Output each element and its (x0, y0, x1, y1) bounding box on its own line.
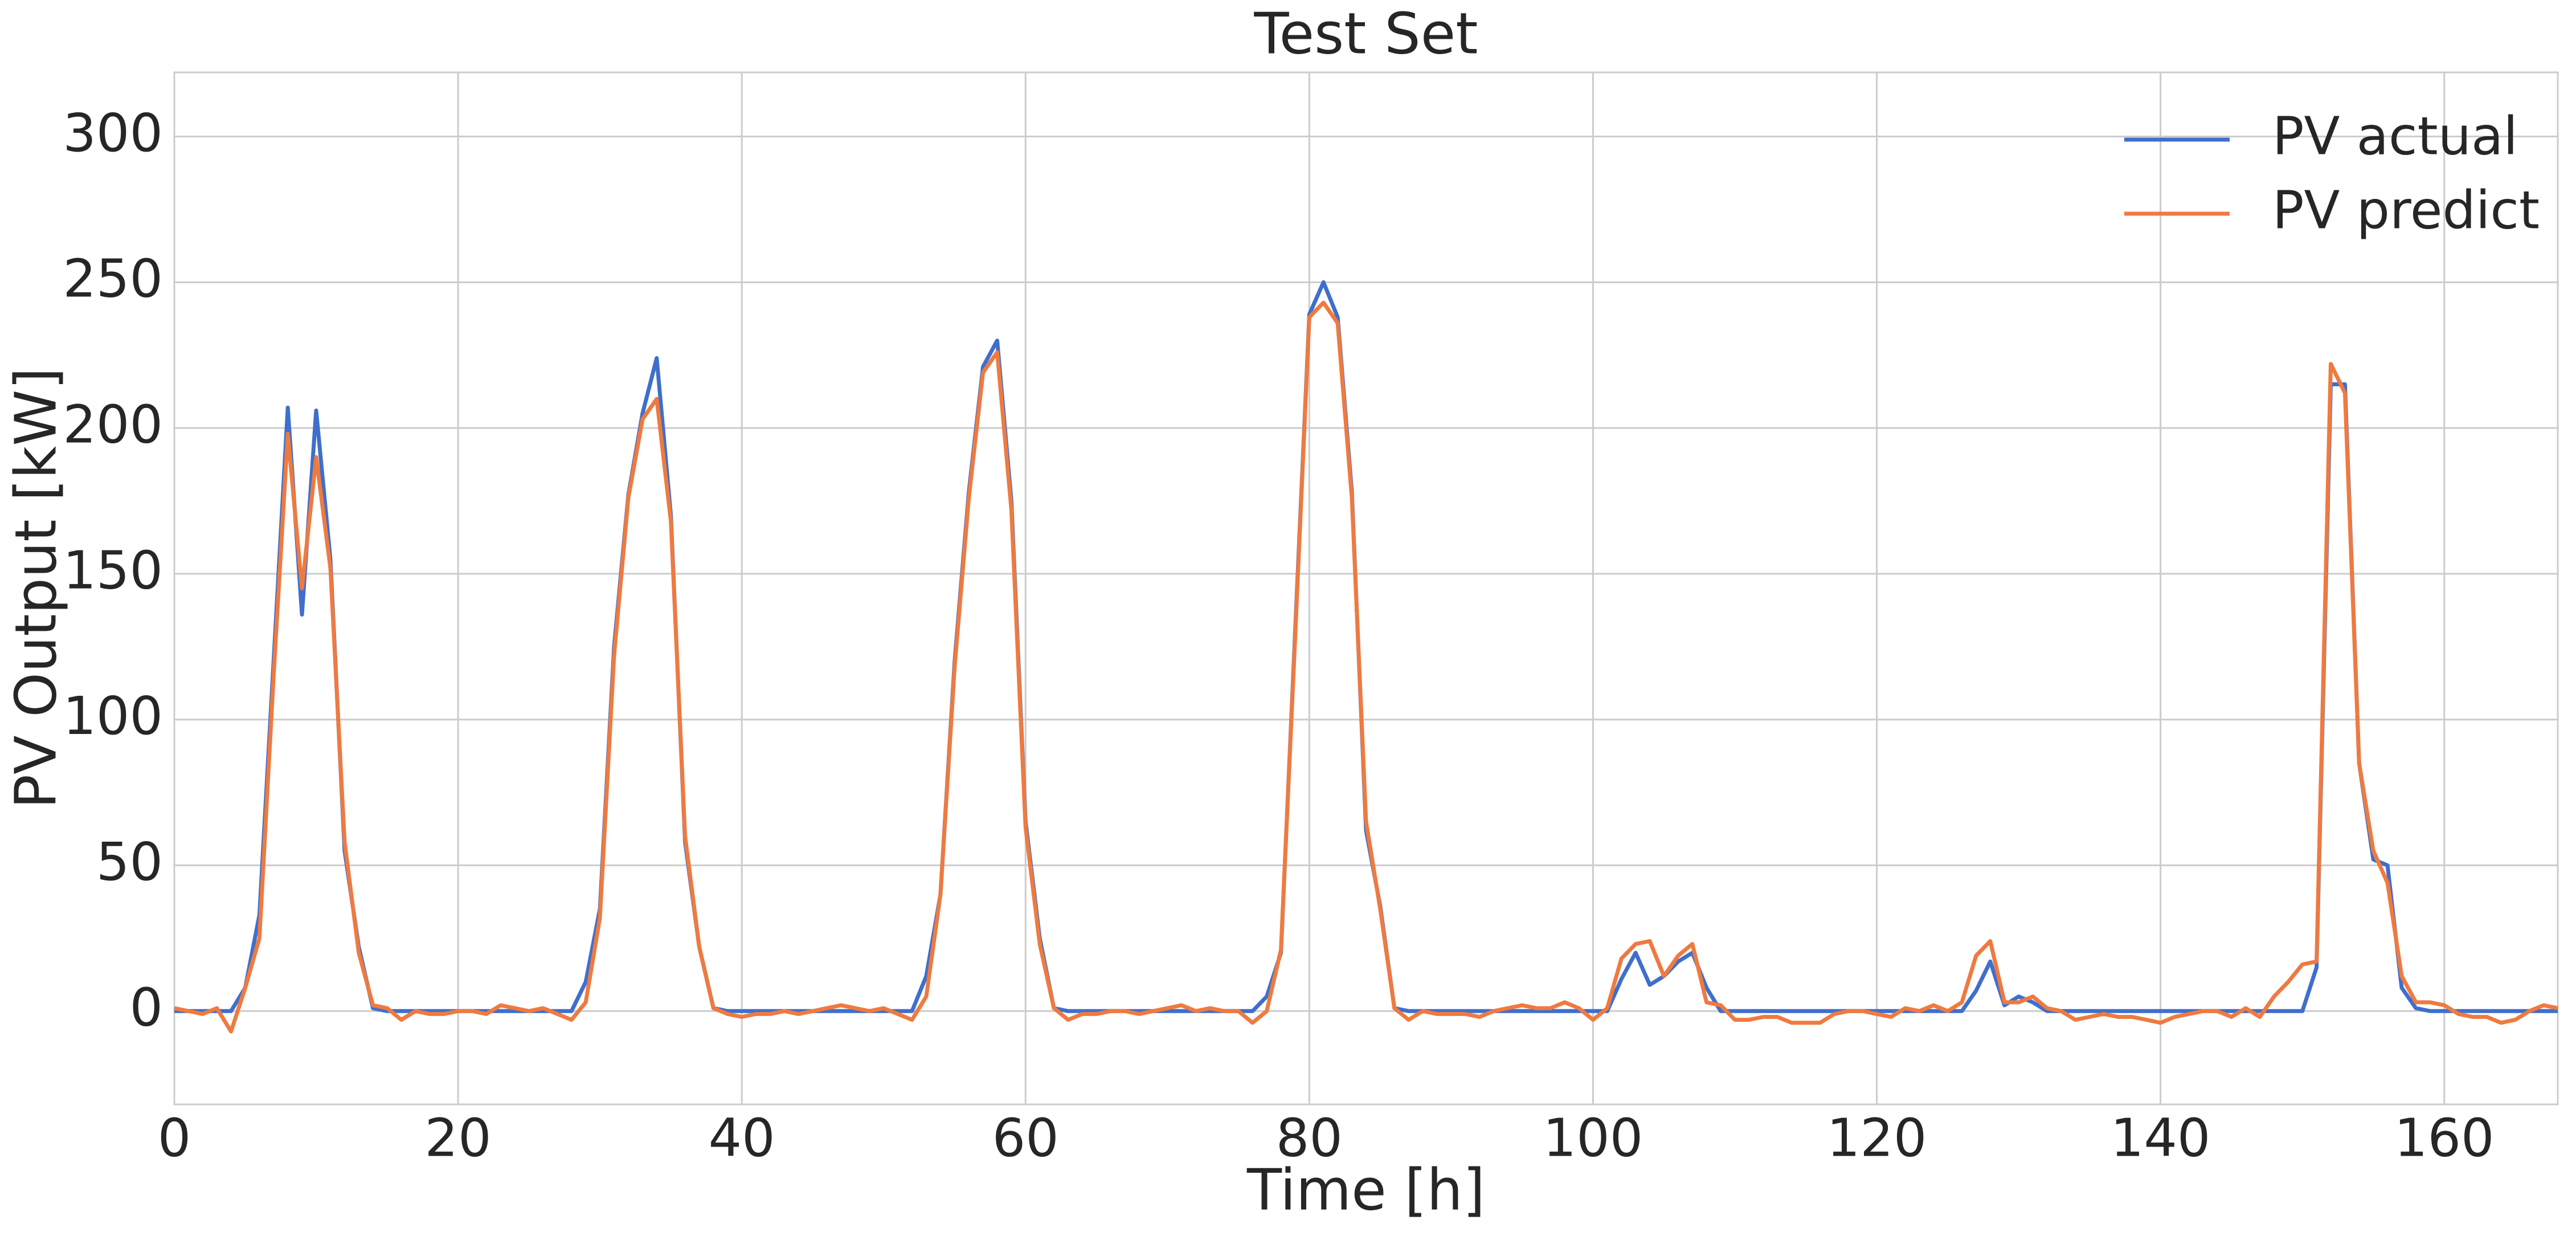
x-tick-label: 0 (158, 1107, 191, 1168)
series-line (174, 300, 2558, 1034)
x-tick-label: 140 (2111, 1107, 2211, 1168)
x-tick-label: 120 (1827, 1107, 1927, 1168)
y-tick-label: 0 (129, 977, 163, 1038)
y-tick-label: 250 (63, 248, 163, 309)
x-tick-label: 100 (1543, 1107, 1643, 1168)
legend-label: PV predict (2272, 180, 2540, 240)
y-axis-label: PV Output [kW] (2, 368, 69, 809)
chart-title: Test Set (1254, 0, 1478, 67)
plot-frame (173, 71, 2559, 1106)
x-tick-label: 160 (2394, 1107, 2495, 1168)
x-axis-label: Time [h] (1246, 1156, 1485, 1223)
y-tick-label: 150 (63, 540, 163, 601)
y-tick-label: 100 (63, 686, 163, 747)
legend-label: PV actual (2272, 105, 2518, 166)
x-tick-label: 80 (1276, 1107, 1343, 1168)
x-tick-label: 40 (709, 1107, 775, 1168)
series-line (174, 280, 2558, 1013)
y-tick-label: 50 (96, 831, 163, 892)
x-tick-label: 20 (425, 1107, 492, 1168)
y-tick-label: 200 (63, 394, 163, 455)
x-tick-label: 60 (992, 1107, 1059, 1168)
y-tick-label: 300 (63, 103, 163, 164)
